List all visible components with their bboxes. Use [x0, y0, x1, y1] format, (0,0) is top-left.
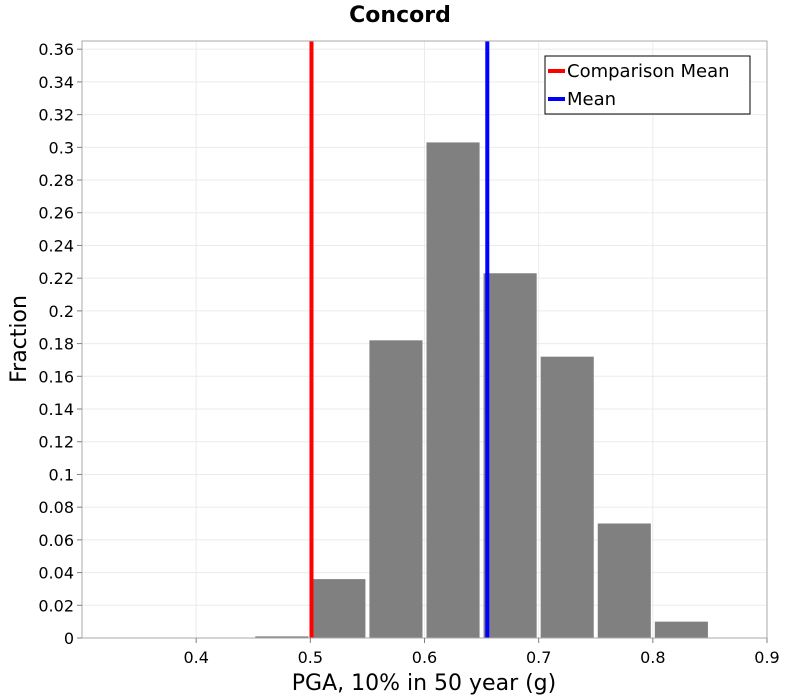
legend-label: Mean [567, 89, 616, 110]
y-tick-label: 0.3 [49, 138, 74, 157]
y-tick-label: 0.02 [38, 596, 74, 615]
histogram-bar [369, 340, 423, 638]
y-tick-label: 0.26 [38, 204, 74, 223]
y-tick-label: 0 [64, 629, 74, 648]
y-tick-label: 0.22 [38, 269, 74, 288]
y-axis-label: Fraction [7, 295, 32, 383]
y-tick-label: 0.06 [38, 531, 74, 550]
y-tick-label: 0.32 [38, 106, 74, 125]
histogram-bar [654, 621, 708, 638]
grid-layer [82, 41, 768, 639]
y-tick-label: 0.36 [38, 40, 74, 59]
histogram-bar [597, 523, 651, 638]
y-tick-label: 0.08 [38, 498, 74, 517]
y-tick-label: 0.34 [38, 73, 74, 92]
histogram-bar [426, 142, 480, 639]
legend-box [544, 55, 751, 115]
x-tick-label: 0.4 [183, 648, 208, 667]
y-tick-label: 0.14 [38, 400, 74, 419]
y-tick-label: 0.1 [49, 465, 74, 484]
y-tick-label: 0.18 [38, 335, 74, 354]
legend: Comparison Mean Mean [544, 55, 751, 115]
x-axis-label: PGA, 10% in 50 year (g) [292, 671, 556, 696]
y-tick-label: 0.04 [38, 564, 74, 583]
x-tick-label: 0.7 [526, 648, 551, 667]
x-tick-label: 0.8 [640, 648, 665, 667]
x-axis-ticks: 0.4 0.5 0.6 0.7 0.8 0.9 [183, 638, 780, 667]
y-tick-label: 0.16 [38, 367, 74, 386]
chart-title: Concord [349, 3, 451, 28]
y-tick-label: 0.24 [38, 236, 74, 255]
x-tick-label: 0.5 [298, 648, 323, 667]
y-tick-label: 0.12 [38, 433, 74, 452]
histogram-bar [255, 636, 309, 638]
histogram-bar [312, 579, 366, 638]
legend-label: Comparison Mean [567, 61, 730, 82]
histogram-bar [483, 273, 537, 638]
x-tick-label: 0.6 [412, 648, 437, 667]
y-axis-ticks: 0 0.02 0.04 0.06 0.08 0.1 0.12 0.14 0.16 0.18 0.2 0… [38, 40, 82, 648]
y-tick-label: 0.2 [49, 302, 74, 321]
x-tick-label: 0.9 [754, 648, 779, 667]
mean-lines-layer [309, 41, 490, 638]
bars-layer [255, 142, 708, 639]
histogram-bar [540, 356, 594, 638]
y-tick-label: 0.28 [38, 171, 74, 190]
